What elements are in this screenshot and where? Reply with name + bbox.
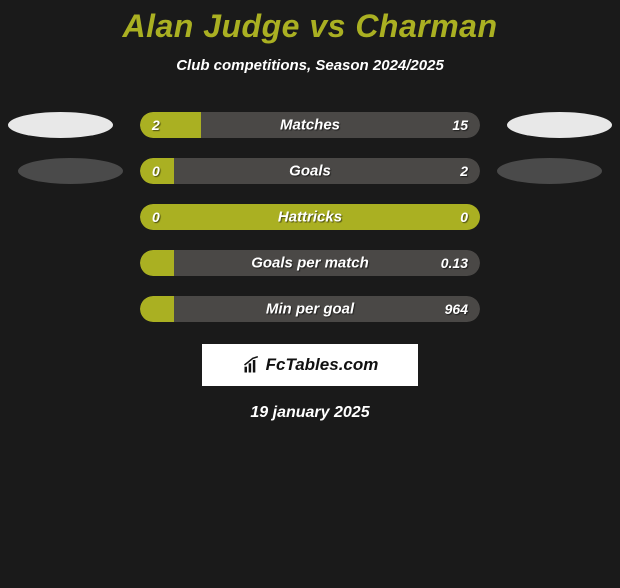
brand-text: FcTables.com xyxy=(266,355,379,375)
brand-box: FcTables.com xyxy=(202,344,418,386)
comparison-row: 0.13Goals per match xyxy=(140,250,480,276)
subtitle: Club competitions, Season 2024/2025 xyxy=(0,57,620,74)
metric-label: Hattricks xyxy=(140,209,480,226)
metric-label: Min per goal xyxy=(140,301,480,318)
page-title: Alan Judge vs Charman xyxy=(0,8,620,45)
comparison-row: 02Goals xyxy=(140,158,480,184)
metric-label: Matches xyxy=(140,117,480,134)
comparison-row: 964Min per goal xyxy=(140,296,480,322)
comparison-row: 00Hattricks xyxy=(140,204,480,230)
comparison-row: 215Matches xyxy=(140,112,480,138)
comparison-rows: 215Matches 02Goals 00Hattricks 0.13Goals pe… xyxy=(0,112,620,322)
chart-icon xyxy=(242,355,262,375)
metric-label: Goals per match xyxy=(140,255,480,272)
date-label: 19 january 2025 xyxy=(0,404,620,422)
metric-label: Goals xyxy=(140,163,480,180)
